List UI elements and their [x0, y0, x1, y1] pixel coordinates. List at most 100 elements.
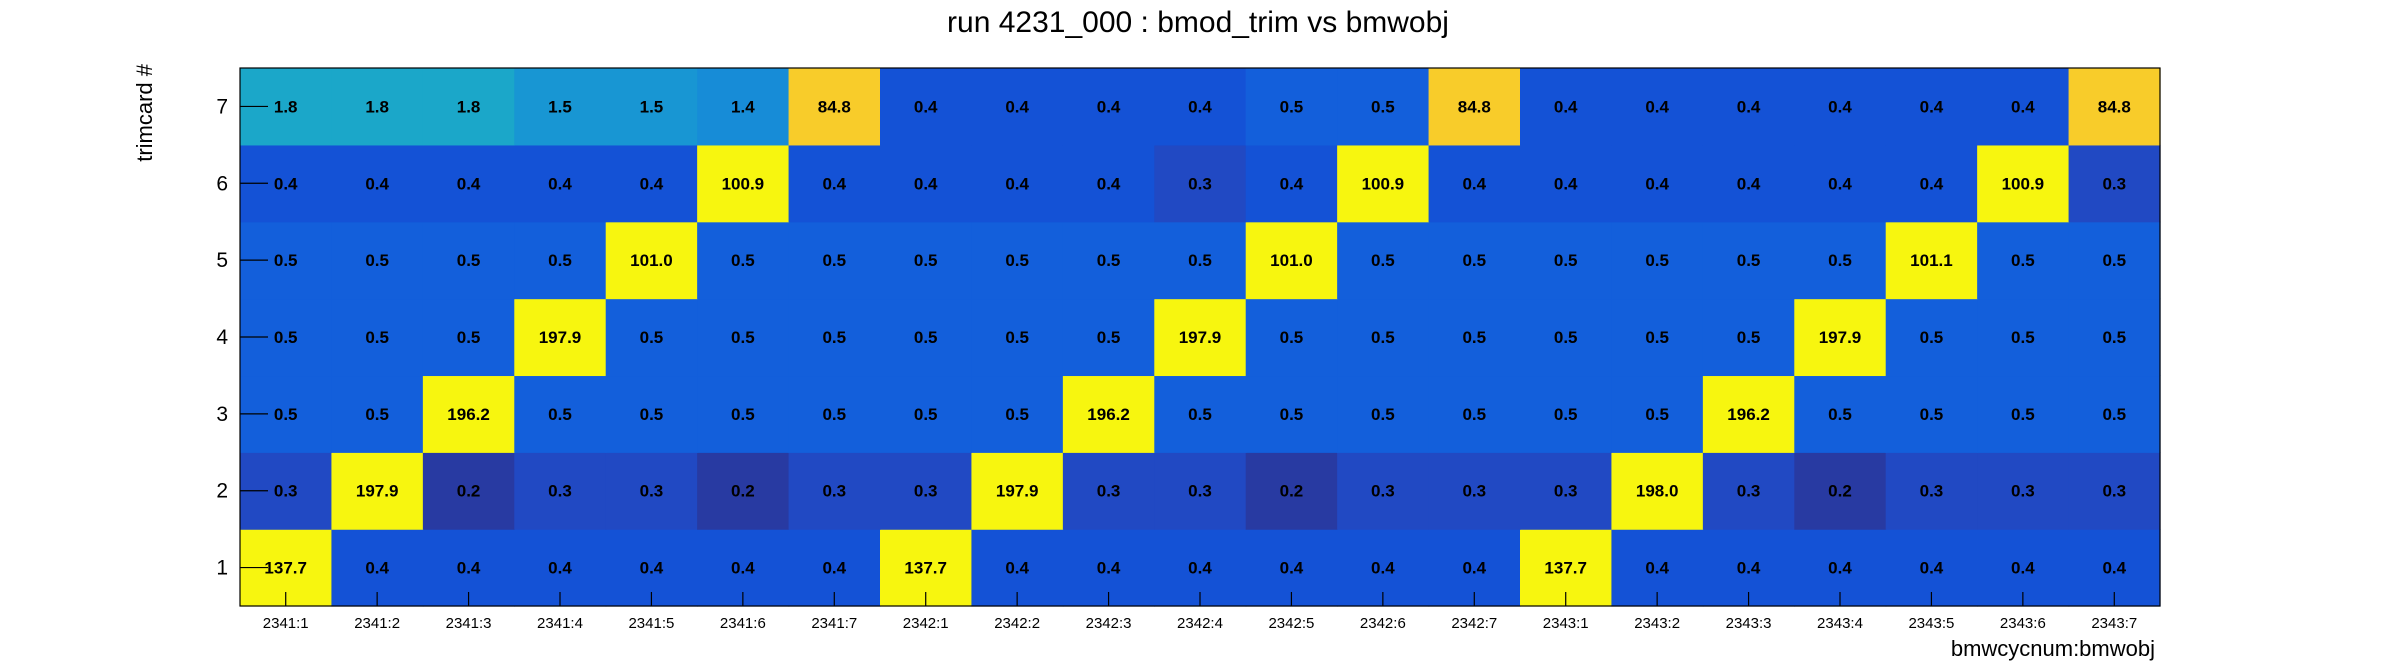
- cell-value-label: 0.4: [1097, 97, 1121, 116]
- heatmap-cell: [422, 221, 515, 300]
- cell-value-label: 0.5: [1097, 328, 1121, 347]
- cell-value-label: 0.4: [1737, 174, 1761, 193]
- cell-value-label: 0.4: [914, 174, 938, 193]
- cell-value-label: 0.2: [1828, 482, 1852, 501]
- cell-value-label: 1.8: [365, 97, 389, 116]
- heatmap-cell: [1154, 144, 1247, 223]
- heatmap-cell: [514, 452, 607, 530]
- cell-value-label: 100.9: [722, 174, 765, 193]
- cell-value-label: 0.4: [640, 174, 664, 193]
- x-tick-label: 2343:1: [1543, 615, 1589, 632]
- heatmap-cell: [788, 221, 881, 300]
- heatmap-cell: [697, 144, 790, 223]
- heatmap-cell: [1062, 298, 1155, 377]
- cell-value-label: 0.5: [731, 405, 755, 424]
- heatmap-cell: [788, 375, 881, 453]
- cell-value-label: 0.4: [1280, 174, 1304, 193]
- cell-value-label: 198.0: [1636, 482, 1679, 501]
- heatmap-cell: [1245, 452, 1338, 530]
- heatmap-cell: [1062, 68, 1155, 146]
- cell-value-label: 0.4: [1371, 559, 1395, 578]
- heatmap-cell: [971, 298, 1064, 377]
- cell-value-label: 0.4: [1188, 97, 1212, 116]
- x-tick-label: 2343:2: [1634, 615, 1680, 632]
- cell-value-label: 0.4: [822, 559, 846, 578]
- heatmap-cell: [1520, 452, 1613, 530]
- cell-value-label: 100.9: [2002, 174, 2045, 193]
- heatmap-cell: [1611, 221, 1704, 300]
- heatmap-cell: [1245, 68, 1338, 146]
- heatmap-cell: [880, 68, 973, 146]
- x-tick-label: 2341:1: [263, 615, 309, 632]
- cell-value-label: 0.5: [914, 251, 938, 270]
- heatmap-cell: [971, 68, 1064, 146]
- x-tick-label: 2342:2: [994, 615, 1040, 632]
- cell-value-label: 0.4: [1920, 97, 1944, 116]
- x-tick-label: 2341:7: [811, 615, 857, 632]
- cell-value-label: 0.4: [731, 559, 755, 578]
- y-tick-label: 5: [216, 249, 228, 272]
- cell-value-label: 0.5: [1371, 328, 1395, 347]
- heatmap-cell: [1337, 144, 1430, 223]
- heatmap-cell: [605, 221, 698, 300]
- heatmap-cell: [605, 144, 698, 223]
- x-tick-label: 2342:5: [1268, 615, 1314, 632]
- cell-value-label: 0.2: [457, 482, 481, 501]
- heatmap-cell: [880, 298, 973, 377]
- cell-value-label: 0.5: [1188, 251, 1212, 270]
- cell-value-label: 0.4: [1645, 559, 1669, 578]
- cell-value-label: 0.3: [2102, 174, 2126, 193]
- cell-value-label: 0.4: [365, 174, 389, 193]
- chart-title: run 4231_000 : bmod_trim vs bmwobj: [947, 6, 1449, 39]
- heatmap-cell: [1520, 144, 1613, 223]
- cell-value-label: 101.1: [1910, 251, 1953, 270]
- heatmap-cell: [1245, 144, 1338, 223]
- heatmap-cell: [1977, 452, 2070, 530]
- heatmap-cell: [1794, 68, 1887, 146]
- heatmap-cell: [1977, 221, 2070, 300]
- x-tick-label: 2343:5: [1908, 615, 1954, 632]
- cell-value-label: 137.7: [1544, 559, 1587, 578]
- cell-value-label: 197.9: [996, 482, 1039, 501]
- cell-value-label: 0.5: [2102, 405, 2126, 424]
- cell-value-label: 0.3: [914, 482, 938, 501]
- heatmap-cell: [880, 375, 973, 453]
- cell-value-label: 0.4: [640, 559, 664, 578]
- heatmap-cell: [788, 68, 881, 146]
- x-tick-label: 2343:4: [1817, 615, 1863, 632]
- cell-value-label: 0.5: [1737, 251, 1761, 270]
- heatmap-cell: [1702, 375, 1795, 453]
- x-tick-label: 2342:1: [903, 615, 949, 632]
- cell-value-label: 0.5: [2011, 405, 2035, 424]
- cell-value-label: 0.5: [1920, 405, 1944, 424]
- heatmap-cell: [422, 298, 515, 377]
- heatmap-cell: [788, 144, 881, 223]
- heatmap-cell: [514, 375, 607, 453]
- y-tick-label: 7: [216, 95, 228, 118]
- heatmap-cell: [1702, 298, 1795, 377]
- heatmap-cell: [2068, 144, 2161, 223]
- heatmap-cell: [1154, 221, 1247, 300]
- heatmap-cell: [514, 221, 607, 300]
- cell-value-label: 0.4: [1462, 559, 1486, 578]
- x-axis-title: bmwcycnum:bmwobj: [1951, 636, 2155, 661]
- heatmap-cell: [1611, 68, 1704, 146]
- heatmap-cell: [1520, 221, 1613, 300]
- cell-value-label: 0.3: [1097, 482, 1121, 501]
- cell-value-label: 0.5: [640, 328, 664, 347]
- cell-value-label: 0.5: [822, 405, 846, 424]
- heatmap-cell: [1337, 221, 1430, 300]
- heatmap-cell: [1428, 298, 1521, 377]
- heatmap-cell: [971, 375, 1064, 453]
- heatmap-cell: [605, 68, 698, 146]
- cell-value-label: 0.5: [1645, 328, 1669, 347]
- cell-value-label: 0.5: [1371, 97, 1395, 116]
- heatmap-cell: [971, 144, 1064, 223]
- cell-value-label: 0.4: [1737, 97, 1761, 116]
- cell-value-label: 0.5: [822, 328, 846, 347]
- x-tick-label: 2343:7: [2091, 615, 2137, 632]
- heatmap-cell: [331, 298, 424, 377]
- heatmap-cell: [880, 144, 973, 223]
- cell-value-label: 84.8: [818, 97, 851, 116]
- cell-value-label: 0.3: [640, 482, 664, 501]
